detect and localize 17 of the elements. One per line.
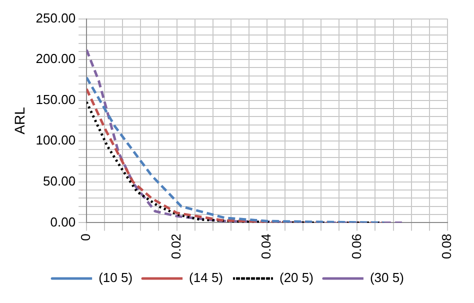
y-tick-label: 100.00	[36, 132, 76, 148]
legend-label: (10 5)	[98, 270, 133, 286]
legend-label: (30 5)	[370, 270, 404, 286]
x-tick-label: 0.06	[348, 234, 364, 260]
x-tick-label: 0.08	[438, 234, 454, 260]
y-tick-label: 250.00	[36, 10, 76, 26]
y-tick-label: 150.00	[36, 92, 76, 107]
x-tick-label: 0.02	[168, 234, 184, 260]
y-tick-label: 0.00	[50, 214, 76, 230]
y-tick-label: 50.00	[43, 173, 76, 188]
line-series	[86, 48, 404, 223]
y-tick-label: 200.00	[36, 51, 76, 66]
legend-label: (20 5)	[280, 270, 314, 286]
x-tick-label: 0.04	[258, 234, 274, 260]
y-axis-title: ARL	[11, 106, 28, 134]
x-tick-label: 0	[78, 234, 94, 241]
legend-label: (14 5)	[189, 270, 224, 286]
